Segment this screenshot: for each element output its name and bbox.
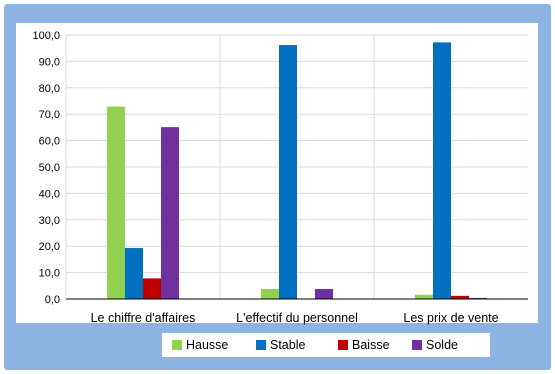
bar-baisse [451, 295, 469, 299]
bar-hausse [107, 106, 125, 299]
legend-swatch [412, 340, 422, 350]
bar-solde [315, 288, 333, 299]
y-axis-ticks: 0,0 10,0 20,0 30,0 40,0 50,0 60,0 70,0 80,0 90,0 1… [32, 30, 60, 306]
y-tick-label: 10,0 [39, 268, 60, 280]
bar-hausse [261, 288, 279, 299]
legend-swatch [256, 340, 266, 350]
plot-area-background [16, 23, 538, 323]
y-tick-label: 70,0 [39, 109, 60, 121]
legend-swatch [338, 340, 348, 350]
legend-label: Stable [270, 338, 305, 352]
bar-stable [433, 42, 451, 299]
legend-label: Baisse [352, 338, 390, 352]
y-tick-label: 80,0 [39, 83, 60, 95]
y-tick-label: 100,0 [32, 30, 60, 42]
y-tick-label: 0,0 [45, 294, 60, 306]
bar-solde [161, 127, 179, 299]
y-tick-label: 20,0 [39, 241, 60, 253]
x-category-label: Le chiffre d'affaires [91, 311, 196, 325]
x-category-label: L'effectif du personnel [236, 311, 358, 325]
bar-stable [125, 248, 143, 299]
y-tick-label: 50,0 [39, 162, 60, 174]
legend-label: Hausse [186, 338, 228, 352]
bar-hausse [415, 294, 433, 299]
legend-box [162, 333, 490, 357]
bar-stable [279, 45, 297, 300]
legend-label: Solde [426, 338, 458, 352]
y-tick-label: 30,0 [39, 215, 60, 227]
x-category-label: Les prix de vente [403, 311, 498, 325]
y-tick-label: 90,0 [39, 56, 60, 68]
bar-solde [469, 297, 487, 299]
legend: Hausse Stable Baisse Solde [162, 333, 490, 357]
x-axis-labels: Le chiffre d'affaires L'effectif du perso… [91, 311, 499, 325]
bars [107, 42, 487, 300]
bar-baisse [143, 278, 161, 299]
legend-swatch [172, 340, 182, 350]
y-tick-label: 60,0 [39, 136, 60, 148]
y-tick-label: 40,0 [39, 188, 60, 200]
